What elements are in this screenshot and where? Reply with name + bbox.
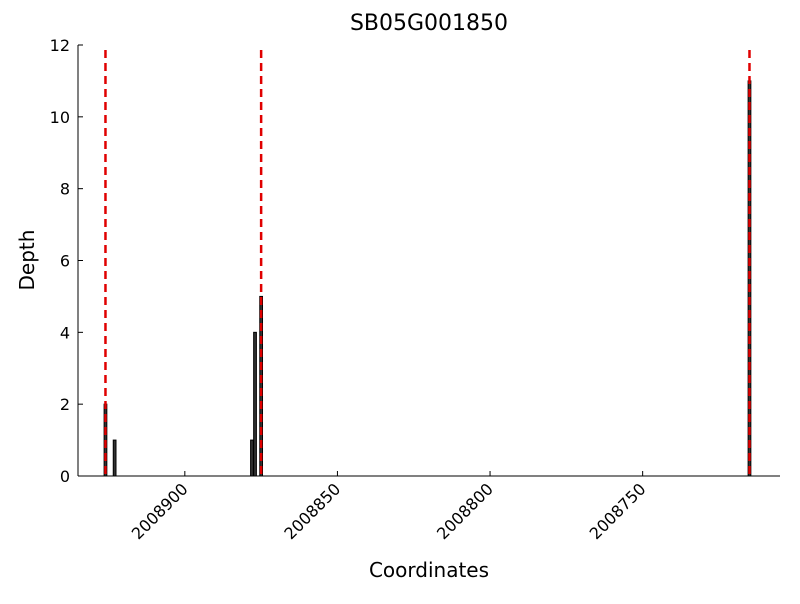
y-tick-label: 8 <box>60 180 70 199</box>
y-tick-label: 4 <box>60 323 70 342</box>
bar <box>250 439 254 477</box>
y-axis-label: Depth <box>15 230 39 291</box>
y-tick-label: 0 <box>60 467 70 486</box>
chart-title: SB05G001850 <box>350 11 508 36</box>
y-tick-label: 12 <box>50 36 70 55</box>
bar <box>112 439 117 477</box>
bar <box>259 295 264 477</box>
y-tick-label: 6 <box>60 252 70 271</box>
y-tick-label: 10 <box>50 108 70 127</box>
x-tick-label: 2008900 <box>128 479 192 543</box>
bar <box>253 331 257 477</box>
x-tick-label: 2008750 <box>586 479 650 543</box>
x-tick-label: 2008850 <box>280 479 344 543</box>
x-tick-label: 2008800 <box>433 479 497 543</box>
x-axis-label: Coordinates <box>369 558 489 582</box>
y-tick-label: 2 <box>60 395 70 414</box>
